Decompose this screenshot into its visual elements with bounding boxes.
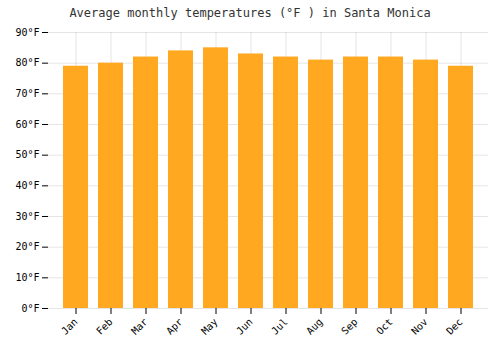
svg-text:30°F: 30°F xyxy=(15,211,39,222)
svg-text:20°F: 20°F xyxy=(15,241,39,252)
svg-text:90°F: 90°F xyxy=(15,27,39,38)
svg-text:10°F: 10°F xyxy=(15,272,39,283)
svg-text:Apr: Apr xyxy=(164,316,185,337)
svg-text:Mar: Mar xyxy=(129,316,150,337)
svg-text:Jul: Jul xyxy=(269,316,290,337)
svg-text:Dec: Dec xyxy=(444,316,465,337)
svg-text:Jan: Jan xyxy=(59,316,80,337)
svg-text:0°F: 0°F xyxy=(21,303,39,314)
html-text:Average monthly temperatures (: Average monthly temperatures (°F ) in Sa… xyxy=(69,6,431,20)
svg-text:40°F: 40°F xyxy=(15,180,39,191)
svg-text:80°F: 80°F xyxy=(15,57,39,68)
svg-text:Aug: Aug xyxy=(304,316,325,337)
svg-text:60°F: 60°F xyxy=(15,119,39,130)
svg-text:50°F: 50°F xyxy=(15,149,39,160)
svg-text:Oct: Oct xyxy=(374,316,395,337)
svg-text:Jun: Jun xyxy=(234,316,255,337)
svg-text:Nov: Nov xyxy=(409,316,430,337)
svg-text:May: May xyxy=(199,316,220,337)
svg-text:Sep: Sep xyxy=(339,316,360,337)
svg-text:Feb: Feb xyxy=(94,316,115,337)
svg-text:70°F: 70°F xyxy=(15,88,39,99)
